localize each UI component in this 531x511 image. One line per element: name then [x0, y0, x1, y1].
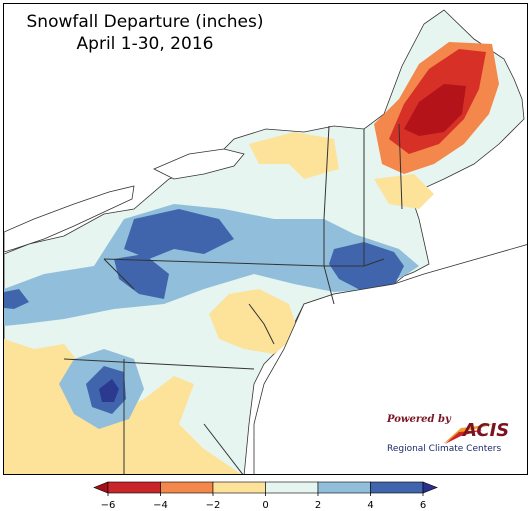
legend-swatch — [317, 481, 371, 494]
legend-swatch — [160, 481, 214, 494]
legend-swatch — [370, 481, 424, 494]
acis-logo: Powered by ACIS Regional Climate Centers — [383, 414, 523, 460]
state-boundaries — [63, 123, 403, 474]
legend-tick-label: 0 — [262, 500, 268, 511]
legend-tick-label: 4 — [367, 500, 373, 511]
zone-0-to-minus2-ny — [249, 132, 339, 179]
zone-2-to-4-band — [4, 204, 419, 326]
legend-swatch — [265, 481, 319, 494]
legend-tick-label: −4 — [153, 500, 168, 511]
map-title: Snowfall Departure (inches) — [26, 12, 264, 32]
zone-0-to-minus2-south — [4, 339, 242, 474]
map-subtitle: April 1-30, 2016 — [76, 34, 214, 54]
lake-erie — [4, 185, 135, 253]
legend-swatch — [107, 481, 161, 494]
legend-arrow-high — [422, 481, 438, 494]
zone-above-6-swva — [99, 379, 119, 402]
atlantic-ocean — [253, 244, 527, 474]
legend-tick-label: −6 — [101, 500, 116, 511]
snowfall-departure-map — [4, 9, 527, 474]
zone-0-to-minus2-pa — [209, 289, 299, 354]
zone-4-to-6-ny — [124, 209, 234, 259]
legend-tick-label: 6 — [420, 500, 426, 511]
legend-tick-label: 2 — [315, 500, 321, 511]
colorbar-legend: −6 −4 −2 0 2 4 6 — [93, 481, 438, 511]
zone-4-to-6-west-edge — [4, 289, 29, 309]
zone-4-to-6-mass — [329, 242, 404, 292]
lake-ontario — [153, 148, 245, 180]
legend-swatch — [212, 481, 266, 494]
map-frame — [3, 3, 528, 475]
logo-swoosh-icon — [443, 424, 495, 444]
zone-4-to-6-pa — [114, 254, 169, 299]
legend-arrow-low — [93, 481, 109, 494]
logo-acis-text: ACIS — [463, 420, 510, 441]
logo-powered-by: Powered by — [387, 414, 451, 425]
zone-0-to-minus2-ne — [374, 174, 434, 209]
legend-tick-label: −2 — [206, 500, 221, 511]
logo-tagline: Regional Climate Centers — [387, 444, 502, 454]
zone-below-6-maine — [404, 84, 466, 136]
